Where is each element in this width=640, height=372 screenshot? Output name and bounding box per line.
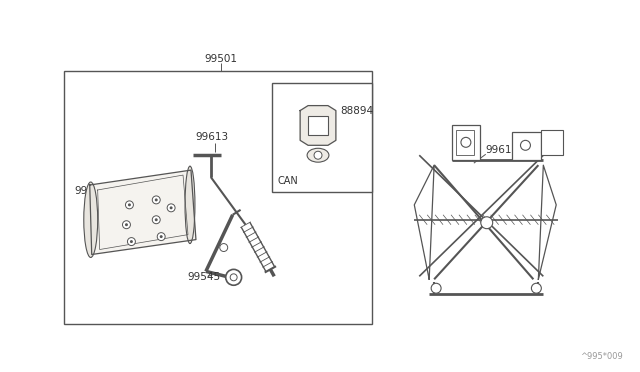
Circle shape bbox=[431, 283, 441, 293]
Circle shape bbox=[531, 283, 541, 293]
Bar bbox=[64, 71, 372, 324]
Ellipse shape bbox=[84, 182, 98, 257]
Circle shape bbox=[155, 218, 157, 221]
Bar bbox=[308, 116, 328, 135]
Bar bbox=[452, 125, 480, 160]
Circle shape bbox=[155, 198, 157, 201]
Circle shape bbox=[314, 151, 322, 159]
Text: 88894: 88894 bbox=[340, 106, 373, 116]
Circle shape bbox=[167, 204, 175, 212]
Text: 99501: 99501 bbox=[204, 54, 237, 64]
Circle shape bbox=[461, 137, 471, 147]
Circle shape bbox=[230, 274, 237, 281]
Polygon shape bbox=[90, 170, 196, 254]
Circle shape bbox=[226, 269, 241, 285]
Text: CAN: CAN bbox=[277, 176, 298, 186]
Bar bbox=[511, 132, 541, 160]
Text: 99613: 99613 bbox=[195, 132, 228, 142]
Text: 99545: 99545 bbox=[187, 272, 220, 282]
Circle shape bbox=[220, 244, 228, 251]
Ellipse shape bbox=[307, 148, 329, 162]
Polygon shape bbox=[300, 106, 336, 145]
Circle shape bbox=[122, 221, 131, 229]
Text: ^995*009: ^995*009 bbox=[580, 352, 623, 361]
Circle shape bbox=[481, 217, 493, 229]
Bar bbox=[456, 131, 474, 155]
Circle shape bbox=[152, 216, 160, 224]
Circle shape bbox=[160, 235, 163, 238]
Circle shape bbox=[170, 206, 173, 209]
Circle shape bbox=[125, 223, 128, 226]
Bar bbox=[541, 131, 563, 155]
Text: 99596: 99596 bbox=[75, 186, 108, 196]
Circle shape bbox=[520, 140, 531, 150]
Circle shape bbox=[125, 201, 133, 209]
Ellipse shape bbox=[185, 166, 195, 244]
Circle shape bbox=[128, 203, 131, 206]
Circle shape bbox=[127, 238, 136, 246]
Circle shape bbox=[130, 240, 133, 243]
Circle shape bbox=[152, 196, 160, 204]
Circle shape bbox=[157, 232, 165, 241]
Bar bbox=[273, 83, 372, 192]
Text: 99610: 99610 bbox=[486, 145, 519, 155]
